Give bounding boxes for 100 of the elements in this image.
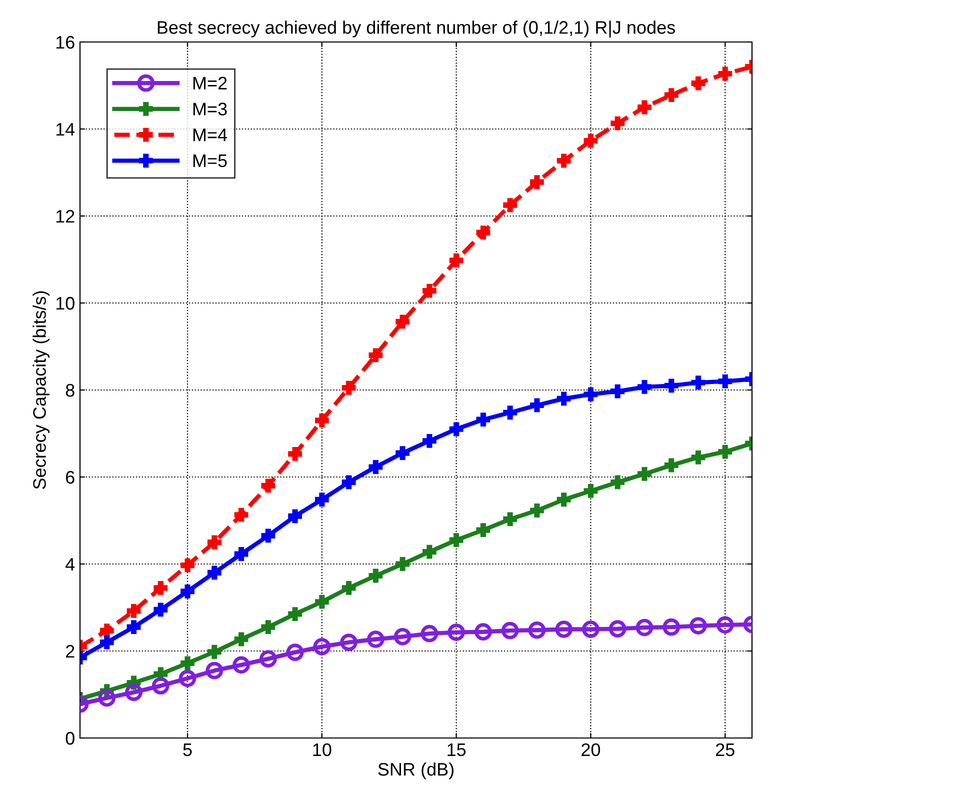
point — [690, 617, 707, 634]
x-tick-label: 25 — [716, 743, 734, 756]
point — [636, 618, 654, 636]
point — [261, 478, 276, 493]
point — [474, 623, 492, 641]
legend-label: M=2 — [193, 76, 227, 90]
point — [449, 422, 464, 436]
point — [154, 602, 168, 617]
point — [207, 535, 222, 550]
point — [638, 380, 652, 394]
point — [206, 662, 224, 680]
point — [718, 444, 732, 459]
point — [288, 509, 302, 524]
point — [368, 460, 383, 474]
point — [259, 650, 277, 668]
point — [314, 594, 329, 609]
x-tick-label: 20 — [582, 743, 600, 756]
point — [396, 446, 410, 460]
y-axis-title: Secrecy Capacity (bits/s) — [32, 291, 50, 490]
point — [288, 447, 302, 461]
point — [367, 630, 384, 648]
point — [314, 414, 329, 428]
point — [501, 622, 519, 640]
point — [368, 348, 383, 362]
y-tick-label: 16 — [56, 36, 74, 49]
point — [556, 492, 571, 507]
y-tick-label: 6 — [66, 470, 74, 484]
point — [234, 508, 248, 522]
point — [449, 253, 464, 268]
point — [126, 604, 141, 618]
point — [340, 634, 358, 651]
point — [664, 458, 678, 472]
point — [664, 88, 678, 102]
x-tick-label: 5 — [183, 744, 192, 756]
point — [207, 644, 222, 659]
point — [394, 628, 412, 646]
y-tick-label: 0 — [66, 732, 74, 745]
y-tick-label: 12 — [56, 210, 74, 223]
point — [503, 512, 518, 526]
point — [638, 467, 652, 481]
point — [232, 656, 250, 674]
point — [342, 475, 356, 490]
point — [610, 384, 625, 398]
point — [422, 544, 436, 559]
point — [396, 557, 410, 571]
point — [503, 198, 518, 212]
point — [396, 314, 410, 329]
point — [422, 284, 436, 298]
point — [584, 484, 598, 498]
point — [98, 689, 116, 707]
legend-label: M=5 — [193, 154, 227, 168]
point — [448, 624, 465, 641]
point — [234, 547, 248, 561]
x-tick-label: 15 — [448, 744, 466, 756]
point — [718, 66, 732, 81]
point — [530, 504, 544, 518]
point — [638, 100, 652, 114]
point — [718, 374, 732, 388]
point — [261, 620, 276, 634]
point — [582, 620, 600, 638]
point — [180, 584, 194, 598]
point — [342, 580, 356, 595]
point — [449, 533, 464, 548]
point — [556, 392, 571, 406]
y-tick-label: 2 — [66, 644, 74, 658]
point — [664, 378, 678, 393]
point — [180, 656, 194, 670]
point — [584, 134, 598, 148]
point — [126, 620, 141, 634]
point — [503, 406, 518, 420]
point — [528, 621, 546, 639]
point — [691, 376, 706, 390]
point — [125, 684, 142, 702]
point — [261, 528, 276, 543]
point — [288, 607, 302, 621]
y-tick-label: 14 — [56, 123, 75, 136]
point — [556, 154, 571, 168]
point — [610, 116, 625, 130]
point — [178, 670, 196, 688]
chart-title: Best secrecy achieved by different number of (0,1/2,1) R|J nodes — [158, 20, 675, 38]
y-tick-label: 10 — [56, 296, 74, 310]
point — [420, 624, 438, 642]
x-axis-title: SNR (dB) — [378, 762, 454, 780]
point — [422, 434, 436, 448]
point — [530, 398, 544, 412]
legend-label: M=4 — [193, 128, 228, 142]
point — [555, 620, 573, 638]
point — [476, 226, 490, 240]
point — [286, 644, 304, 661]
point — [368, 568, 383, 583]
point — [342, 380, 356, 395]
point — [152, 677, 170, 694]
point — [530, 175, 544, 190]
point — [662, 618, 680, 636]
y-tick-label: 8 — [66, 384, 74, 397]
point — [234, 632, 248, 646]
point — [610, 475, 625, 490]
point — [314, 492, 329, 507]
point — [180, 558, 194, 572]
legend-label: M=3 — [193, 102, 227, 116]
